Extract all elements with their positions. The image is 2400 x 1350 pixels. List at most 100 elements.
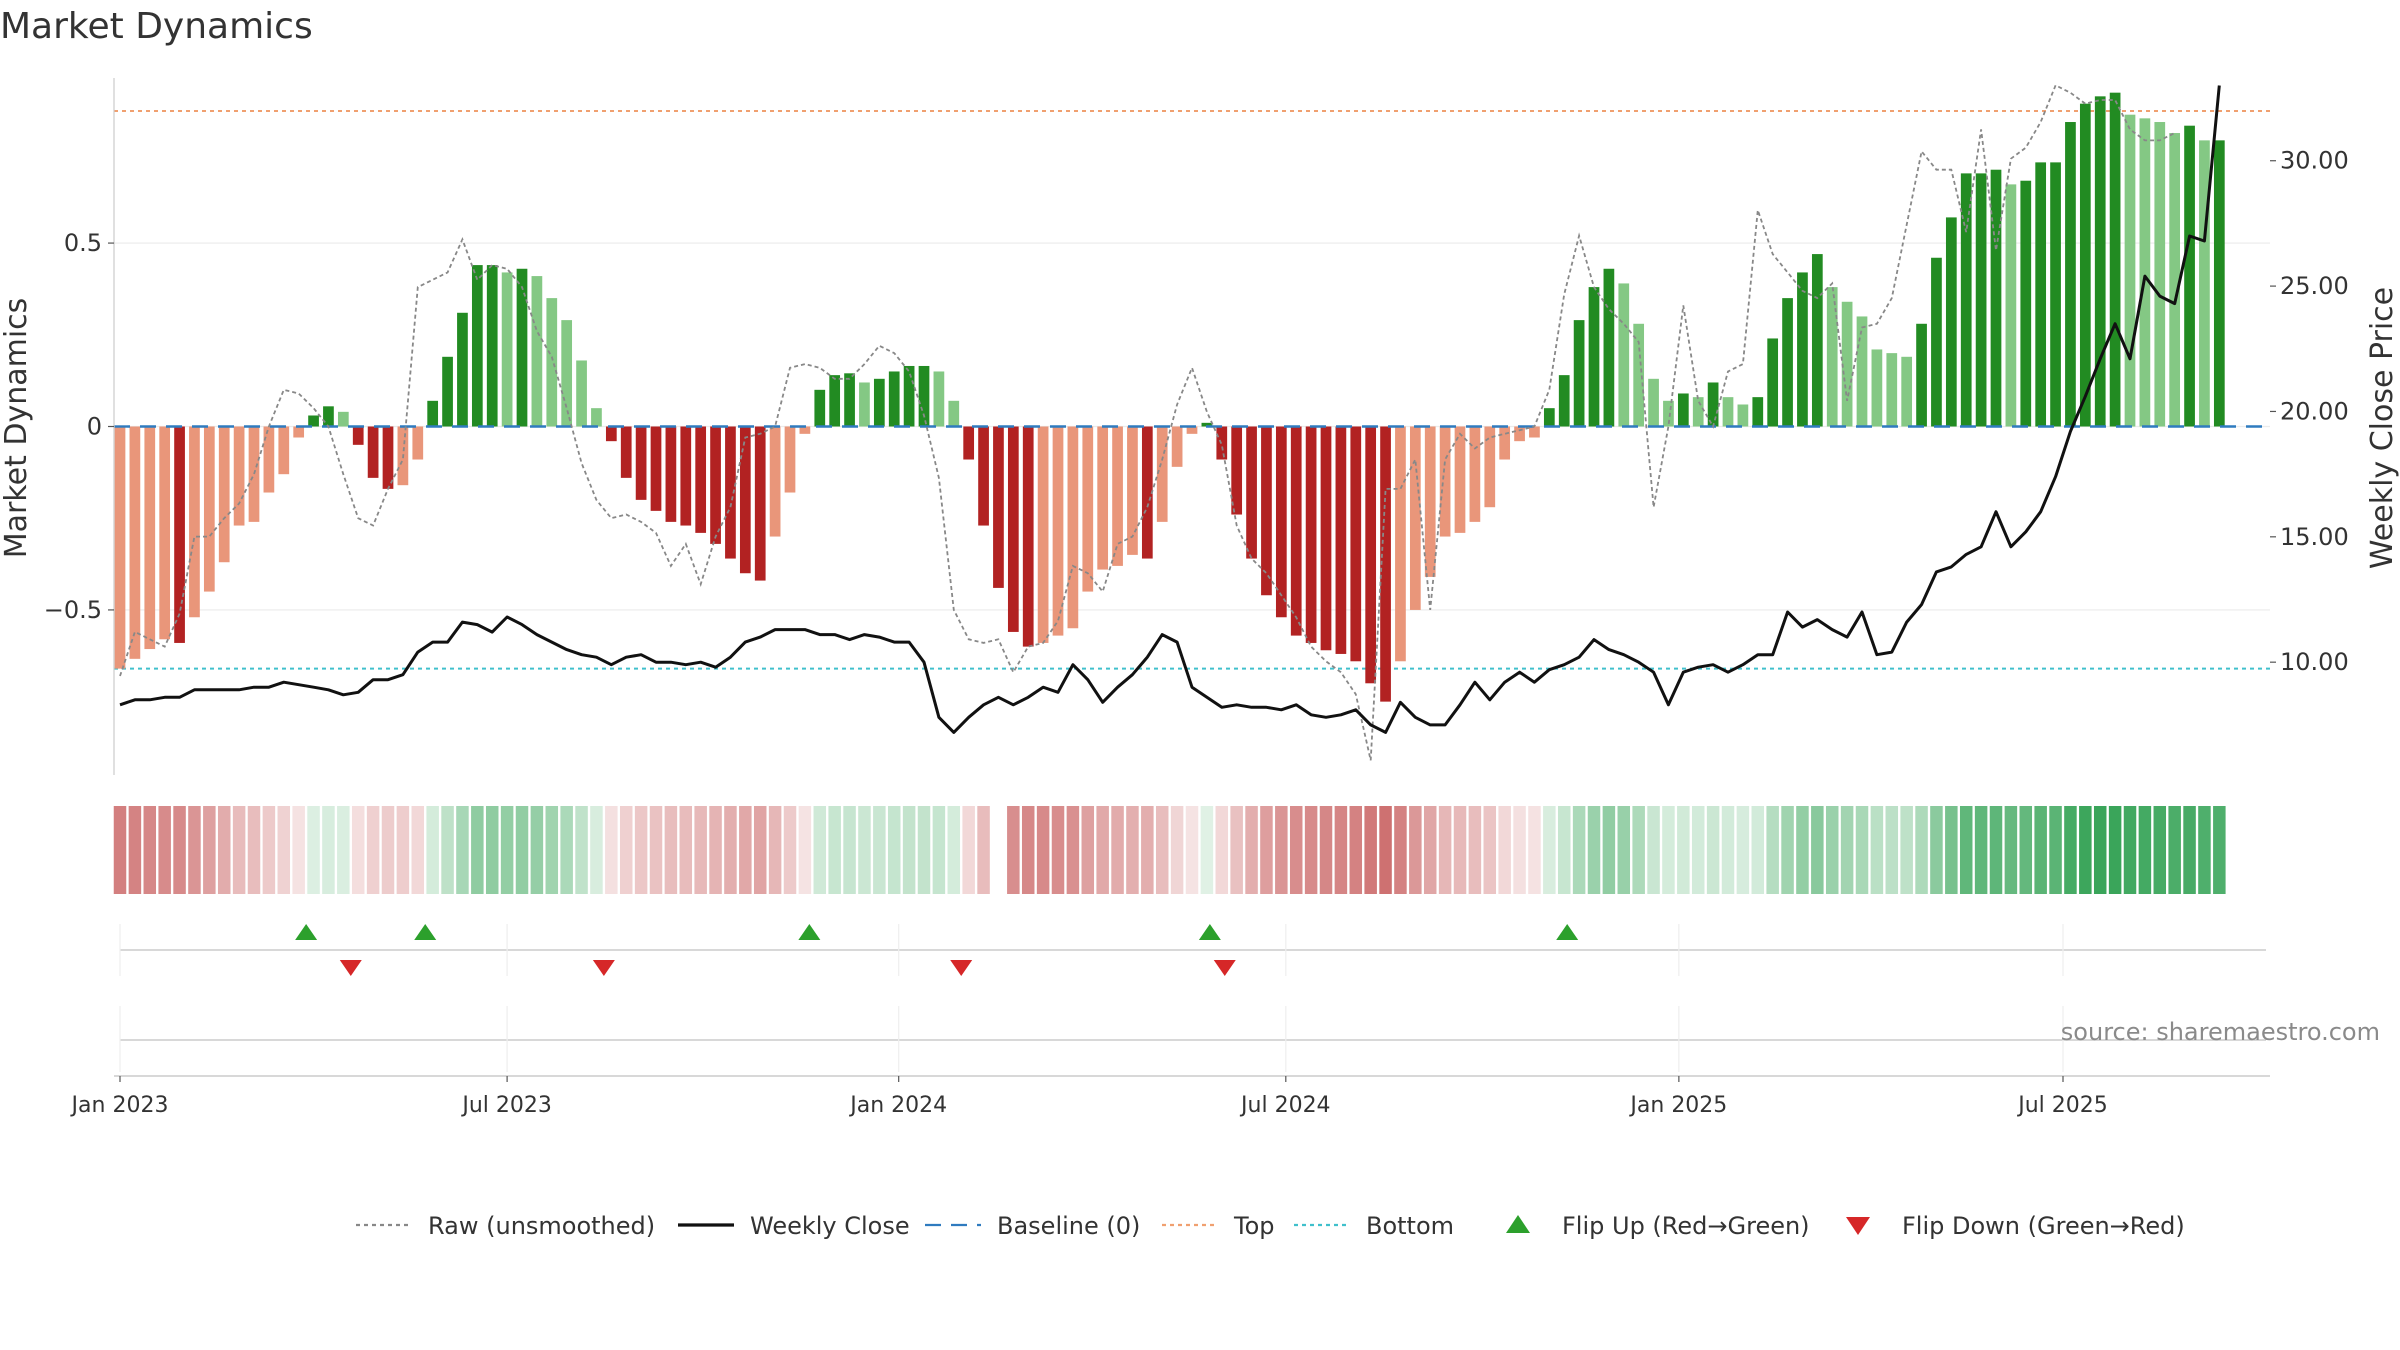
dynamics-bar xyxy=(516,268,528,427)
dynamics-bar xyxy=(1067,426,1079,629)
dynamics-bar xyxy=(1648,378,1659,427)
raw-series xyxy=(119,84,2176,761)
dynamics-bar xyxy=(1261,426,1272,596)
chart-title: Market Dynamics xyxy=(0,6,313,47)
regime-cell xyxy=(1066,806,1080,894)
regime-cell xyxy=(1662,806,1675,894)
regime-cell xyxy=(128,806,142,894)
regime-cell xyxy=(515,806,529,894)
dynamics-bar xyxy=(308,415,319,427)
regime-cell xyxy=(977,806,990,894)
right-axis-title: Weekly Close Price xyxy=(2365,287,2400,569)
dynamics-bar xyxy=(144,426,156,650)
dynamics-bar xyxy=(1752,397,1764,427)
regime-cell xyxy=(262,806,276,894)
regime-cell xyxy=(232,806,246,894)
regime-cell xyxy=(724,806,737,894)
dynamics-bar xyxy=(1797,272,1808,427)
dynamics-bar xyxy=(1350,426,1362,662)
regime-cell xyxy=(143,806,157,894)
dynamics-bars xyxy=(114,92,2270,702)
dynamics-bar xyxy=(1931,257,1942,427)
regime-cell xyxy=(366,806,380,894)
regime-cell xyxy=(1423,806,1437,894)
dynamics-bar xyxy=(1052,426,1064,636)
regime-cell xyxy=(828,806,841,894)
regime-cell xyxy=(1945,806,1958,894)
regime-cell xyxy=(1513,806,1526,894)
regime-cell xyxy=(1453,806,1467,894)
regime-cell xyxy=(292,806,305,894)
dynamics-bar xyxy=(1811,254,1823,427)
dynamics-bar xyxy=(2184,125,2195,427)
regime-cell xyxy=(2019,806,2033,894)
dynamics-bar xyxy=(1856,316,1868,427)
dynamics-bar xyxy=(1290,426,1302,636)
regime-cell xyxy=(679,806,693,894)
left-axis-title: Market Dynamics xyxy=(0,298,34,559)
regime-cell xyxy=(1111,806,1124,894)
regime-cell xyxy=(500,806,514,894)
left-tick-label: −0.5 xyxy=(44,596,102,624)
legend-item: Flip Up (Red→Green) xyxy=(1506,1212,1810,1240)
regime-cell xyxy=(2049,806,2062,894)
dynamics-bar xyxy=(1186,426,1198,434)
dynamics-bar xyxy=(2094,96,2106,427)
regime-cell xyxy=(2198,806,2211,894)
regime-cell xyxy=(873,806,886,894)
dynamics-bar xyxy=(2169,133,2181,427)
dynamics-bar xyxy=(561,320,573,427)
dynamics-bar xyxy=(725,426,736,559)
dynamics-bar xyxy=(2065,122,2076,427)
regime-cell xyxy=(530,806,544,894)
dynamics-bar xyxy=(1722,397,1734,427)
dynamics-bar xyxy=(903,365,915,427)
dynamics-bar xyxy=(114,426,126,669)
regime-cell xyxy=(1974,806,1988,894)
legend-item: Top xyxy=(1162,1212,1275,1240)
regime-cell xyxy=(1677,806,1690,894)
axes: 0.5 0 −0.5 30.00 25.00 20.00 15.00 10.00 Market … xyxy=(0,78,2400,775)
regime-cell xyxy=(1409,806,1422,894)
regime-cell xyxy=(441,806,454,894)
dynamics-bar xyxy=(1543,408,1555,427)
dynamics-bar xyxy=(605,426,617,442)
dynamics-bar xyxy=(1499,426,1511,460)
dynamics-bar xyxy=(442,356,453,427)
legend-item: Raw (unsmoothed) xyxy=(356,1212,655,1240)
dynamics-bar xyxy=(1677,393,1689,427)
regime-cell xyxy=(2034,806,2047,894)
regime-cell xyxy=(485,806,499,894)
dynamics-bar xyxy=(1990,169,2002,427)
dynamics-bar xyxy=(993,426,1004,588)
dynamics-bar xyxy=(1514,426,1525,442)
regime-cell xyxy=(1245,806,1258,894)
right-tick-label: 30.00 xyxy=(2280,147,2349,175)
dynamics-bar xyxy=(189,426,200,618)
regime-cell xyxy=(1051,806,1065,894)
regime-cell xyxy=(1915,806,1928,894)
dynamics-bar xyxy=(1365,426,1377,684)
regime-cell xyxy=(1394,806,1407,894)
regime-cell xyxy=(709,806,722,894)
dynamics-bar xyxy=(710,426,721,544)
regime-cell xyxy=(843,806,856,894)
regime-cell xyxy=(1870,806,1884,894)
dynamics-bar xyxy=(2035,162,2047,427)
x-tick-label: Jul 2024 xyxy=(1239,1093,1331,1118)
legend-label: Weekly Close xyxy=(750,1212,910,1240)
dynamics-bar xyxy=(591,408,602,427)
dynamics-bar xyxy=(1737,404,1749,427)
dynamics-bar xyxy=(2154,122,2166,427)
legend: Raw (unsmoothed) Weekly Close Baseline (0)… xyxy=(356,1212,2185,1240)
dynamics-bar xyxy=(1633,323,1645,427)
dynamics-bar xyxy=(814,389,826,427)
right-tick-label: 25.00 xyxy=(2280,272,2349,300)
regime-cell xyxy=(1632,806,1645,894)
regime-cell xyxy=(1007,806,1020,894)
dynamics-bar xyxy=(799,426,811,434)
regime-cell xyxy=(1215,806,1229,894)
dynamics-bar xyxy=(248,426,260,522)
regime-cell xyxy=(664,806,678,894)
